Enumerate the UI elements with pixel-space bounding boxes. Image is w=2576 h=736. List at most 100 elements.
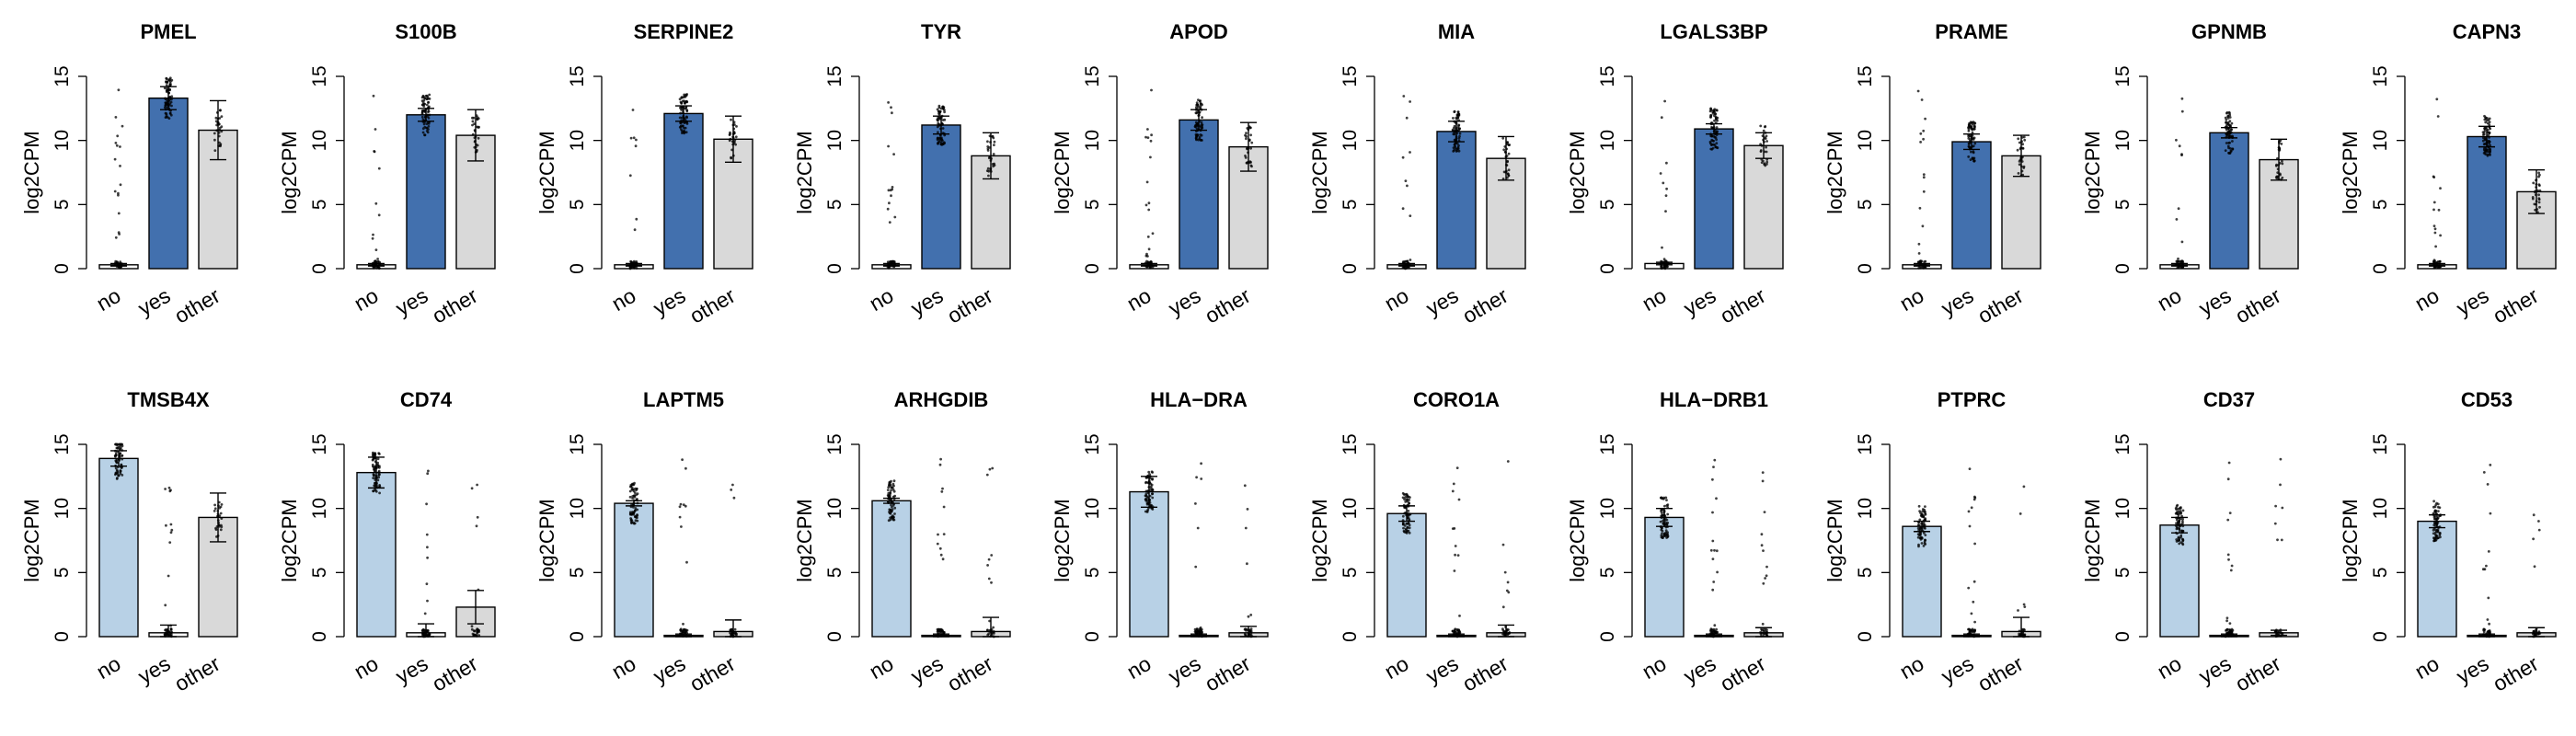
data-point: [937, 131, 939, 134]
data-point: [2279, 457, 2283, 461]
data-point: [684, 107, 687, 110]
data-point: [1922, 524, 1926, 528]
bar: [2209, 132, 2249, 270]
data-point: [378, 491, 381, 495]
data-point: [1501, 632, 1504, 636]
data-point: [1194, 121, 1198, 124]
y-tick-label: 0: [824, 631, 845, 642]
data-point: [1712, 581, 1716, 583]
data-point: [940, 490, 944, 493]
data-point: [1917, 504, 1921, 508]
data-point: [679, 502, 683, 506]
data-point: [987, 558, 991, 561]
data-point: [992, 626, 995, 629]
data-point: [427, 122, 431, 125]
data-point: [2228, 116, 2232, 119]
data-point: [2432, 532, 2435, 535]
data-point: [1453, 527, 1456, 530]
data-point: [2483, 114, 2486, 118]
data-point: [1144, 135, 1147, 139]
data-point: [426, 546, 429, 549]
data-point: [2177, 523, 2179, 527]
data-point: [1663, 532, 1666, 535]
data-point: [372, 474, 375, 477]
category-label: yes: [906, 651, 947, 688]
data-point: [1709, 147, 1713, 151]
data-point: [1665, 499, 1668, 501]
data-point: [428, 113, 431, 117]
y-tick-label: 5: [1340, 567, 1361, 578]
y-axis-label: log2CPM: [2339, 499, 2362, 581]
data-point: [636, 501, 639, 505]
data-point: [2483, 137, 2487, 141]
data-point: [987, 577, 991, 581]
data-point: [2434, 266, 2437, 270]
data-point: [1452, 482, 1455, 486]
data-point: [473, 122, 476, 126]
data-point: [1761, 471, 1765, 474]
data-point: [1151, 488, 1155, 491]
data-point: [628, 174, 632, 178]
data-point: [121, 444, 124, 448]
data-point: [2018, 163, 2021, 167]
data-point: [476, 483, 478, 487]
data-point: [1922, 515, 1925, 518]
data-point: [1922, 190, 1926, 193]
data-point: [889, 518, 892, 522]
data-point: [116, 134, 120, 138]
data-point: [219, 109, 222, 112]
data-point: [1453, 148, 1455, 152]
data-point: [941, 127, 945, 130]
data-point: [114, 459, 118, 463]
y-tick-label: 5: [824, 199, 845, 210]
y-axis-label: log2CPM: [278, 499, 301, 581]
data-point: [1715, 126, 1719, 129]
data-point: [2177, 207, 2180, 211]
category-label: no: [350, 283, 382, 316]
data-point: [888, 201, 891, 205]
data-point: [2275, 175, 2279, 178]
data-point: [378, 453, 381, 455]
y-tick-label: 5: [1855, 199, 1876, 210]
data-point: [937, 112, 940, 115]
data-point: [2016, 148, 2019, 152]
data-point: [2436, 536, 2440, 540]
data-point: [168, 111, 172, 115]
data-point: [629, 483, 633, 487]
data-point: [376, 457, 380, 461]
data-point: [1406, 529, 1409, 533]
data-point: [2487, 133, 2490, 137]
data-point: [2433, 259, 2437, 263]
data-point: [165, 90, 168, 94]
data-point: [1715, 138, 1718, 142]
y-tick-label: 15: [1597, 433, 1618, 454]
data-point: [2434, 538, 2438, 541]
data-point: [1968, 145, 1971, 149]
data-point: [421, 632, 424, 635]
data-point: [1196, 526, 1200, 530]
data-point: [1765, 145, 1767, 149]
data-point: [476, 515, 479, 519]
data-point: [636, 492, 639, 496]
category-label: yes: [1679, 651, 1719, 688]
data-point: [218, 117, 222, 120]
data-point: [1924, 527, 1926, 530]
data-point: [1919, 512, 1922, 514]
data-point: [1713, 135, 1717, 139]
category-label: yes: [1937, 651, 1977, 688]
data-point: [1507, 152, 1511, 155]
data-point: [1505, 589, 1509, 592]
data-point: [378, 485, 382, 488]
data-point: [1407, 510, 1410, 512]
data-point: [2228, 512, 2232, 514]
panel-title: LGALS3BP: [1660, 20, 1767, 43]
data-point: [1455, 147, 1458, 151]
data-point: [2225, 121, 2228, 124]
category-label: yes: [2452, 651, 2492, 688]
y-tick-label: 5: [52, 199, 73, 210]
bar: [1436, 131, 1477, 270]
data-point: [938, 546, 942, 550]
data-point: [683, 627, 685, 631]
data-point: [1244, 526, 1248, 530]
data-point: [116, 260, 119, 264]
